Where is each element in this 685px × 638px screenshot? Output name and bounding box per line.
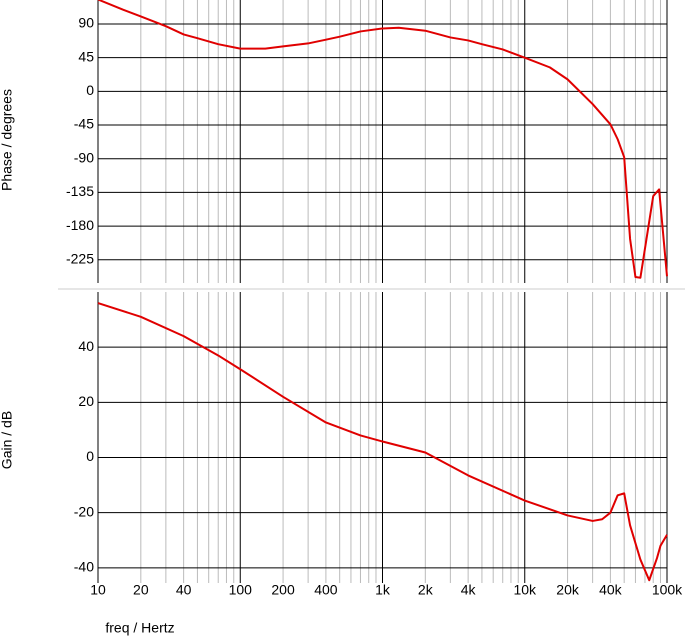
x-tick-label: 4k <box>461 582 477 598</box>
y-tick-label: 0 <box>86 82 94 98</box>
x-tick-label: 400 <box>314 582 338 598</box>
y-axis-label: Gain / dB <box>0 411 15 469</box>
x-tick-label: 40k <box>599 582 623 598</box>
x-tick-label: 20 <box>133 582 149 598</box>
x-tick-label: 40 <box>176 582 192 598</box>
y-tick-label: 90 <box>78 15 94 31</box>
x-tick-label: 100k <box>652 582 683 598</box>
x-axis-label: freq / Hertz <box>105 620 174 636</box>
y-tick-label: -45 <box>74 116 94 132</box>
y-tick-label: -40 <box>74 559 94 575</box>
series-line <box>97 302 668 582</box>
x-tick-label: 20k <box>556 582 580 598</box>
y-tick-label: 45 <box>78 48 94 64</box>
y-axis-label: Phase / degrees <box>0 89 15 191</box>
x-tick-label: 10 <box>90 582 106 598</box>
y-tick-label: -180 <box>66 217 94 233</box>
y-tick-label: -135 <box>66 183 94 199</box>
y-tick-label: 0 <box>86 448 94 464</box>
y-tick-label: -225 <box>66 250 94 266</box>
x-tick-label: 2k <box>418 582 434 598</box>
x-tick-label: 1k <box>375 582 391 598</box>
y-tick-label: 20 <box>78 393 94 409</box>
y-tick-label: -90 <box>74 149 94 165</box>
x-tick-label: 200 <box>271 582 295 598</box>
series-line <box>97 0 668 279</box>
y-tick-label: 40 <box>78 338 94 354</box>
x-tick-label: 100 <box>229 582 253 598</box>
y-tick-label: -20 <box>74 503 94 519</box>
x-tick-label: 10k <box>513 582 537 598</box>
